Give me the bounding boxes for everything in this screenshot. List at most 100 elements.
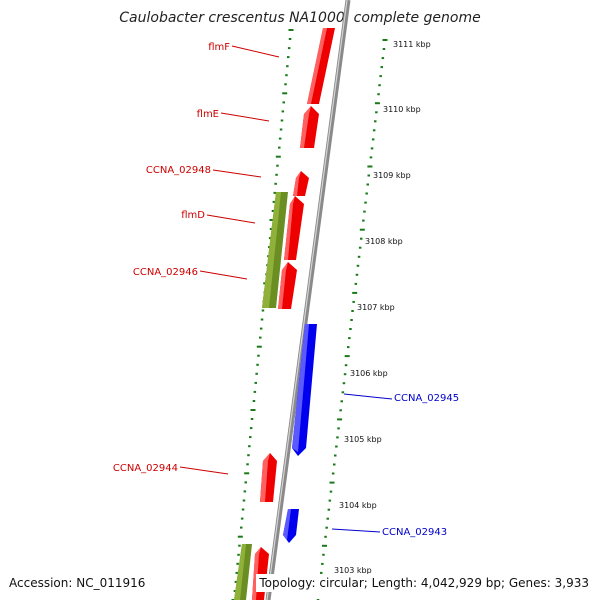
gc-tick-mark: [242, 499, 246, 502]
gc-tick-mark: [348, 337, 351, 340]
gc-tick-mark: [241, 508, 245, 511]
outer-dotted-track: [316, 39, 388, 600]
gc-tick-mark: [354, 282, 358, 285]
gc-tick-mark: [358, 246, 362, 249]
gc-tick-mark: [344, 355, 350, 358]
kbp-tick-labels: 3103 kbp 3104 kbp 3105 kbp 3106 kbp 3107…: [334, 40, 431, 575]
gc-tick-mark: [268, 246, 271, 249]
gene-CCNA_02946[interactable]: [278, 262, 297, 309]
gc-tick-mark: [372, 129, 376, 132]
feature-olive-2: [234, 544, 252, 600]
gc-tick-mark: [244, 481, 247, 484]
gc-tick-mark: [341, 391, 345, 394]
gene-label-CCNA_02944[interactable]: CCNA_02944: [113, 463, 178, 474]
gc-tick-mark: [278, 137, 282, 140]
gc-tick-mark: [349, 328, 352, 330]
gc-tick-mark: [288, 38, 292, 40]
gc-tick-mark: [261, 309, 265, 312]
gc-tick-mark: [278, 146, 281, 149]
gc-tick-mark: [378, 84, 381, 87]
gc-tick-mark: [253, 390, 257, 393]
accession-text: Accession: NC_011916: [6, 574, 149, 592]
gene-flmF[interactable]: [307, 28, 335, 104]
gc-tick-mark: [275, 155, 281, 158]
gc-tick-mark: [234, 580, 238, 583]
genome-summary-text: Topology: circular; Length: 4,042,929 bp…: [256, 574, 592, 592]
gc-tick-mark: [337, 418, 343, 421]
gc-tick-mark: [322, 544, 327, 547]
gc-tick-mark: [325, 526, 328, 529]
gc-tick-mark: [247, 454, 250, 457]
gc-tick-mark: [362, 219, 365, 222]
gc-tick-mark: [249, 436, 252, 439]
gc-tick-mark: [321, 562, 324, 565]
gc-tick-mark: [322, 553, 325, 556]
gc-tick-mark: [377, 93, 380, 96]
gc-tick-mark: [359, 228, 365, 231]
gc-tick-mark: [352, 300, 355, 303]
map-title: Caulobacter crescentus NA1000, complete …: [119, 10, 481, 26]
gc-tick-mark: [288, 29, 294, 31]
gc-tick-mark: [250, 418, 254, 420]
gc-tick-mark: [248, 445, 251, 448]
gene-label-CCNA_02948[interactable]: CCNA_02948: [146, 165, 211, 176]
gc-tick-mark: [328, 499, 332, 502]
gc-tick-mark: [337, 427, 340, 430]
gene-label-flmF[interactable]: flmF: [208, 42, 230, 53]
gc-tick-mark: [320, 571, 323, 574]
gc-tick-mark: [287, 47, 291, 50]
gene-label-CCNA_02945[interactable]: CCNA_02945: [394, 393, 459, 404]
kbp-label: 3111 kbp: [393, 40, 431, 49]
gc-tick-mark: [259, 336, 262, 339]
gc-tick-mark: [246, 463, 249, 466]
gc-tick-mark: [286, 65, 289, 68]
gc-tick-mark: [356, 264, 360, 267]
gc-tick-mark: [269, 228, 273, 230]
gene-label-CCNA_02943[interactable]: CCNA_02943: [382, 527, 447, 538]
gc-tick-mark: [340, 400, 343, 403]
gene-CCNA_02944[interactable]: [260, 453, 277, 502]
gene-CCNA_02948[interactable]: [293, 171, 309, 196]
gene-labels: flmF flmE CCNA_02948 flmD CCNA_02946 CCN…: [113, 42, 459, 538]
gc-tick-mark: [273, 191, 276, 194]
gc-tick-mark: [259, 327, 263, 330]
gc-tick-mark: [240, 517, 244, 520]
gene-CCNA_02943[interactable]: [283, 509, 299, 543]
gc-tick-mark: [350, 319, 353, 321]
gc-tick-mark: [367, 165, 373, 168]
gc-tick-mark: [363, 210, 366, 213]
gc-tick-mark: [250, 409, 256, 411]
gene-label-flmD[interactable]: flmD: [181, 210, 205, 221]
gc-tick-mark: [233, 590, 237, 592]
gc-tick-mark: [374, 102, 380, 105]
gc-tick-mark: [236, 562, 239, 565]
gene-flmD[interactable]: [284, 196, 304, 260]
gc-tick-mark: [380, 66, 383, 69]
gc-tick-mark: [374, 120, 377, 123]
gc-tick-mark: [370, 147, 374, 150]
gc-tick-mark: [326, 517, 329, 520]
gc-tick-mark: [287, 56, 290, 59]
gc-tick-mark: [343, 373, 347, 376]
gc-tick-mark: [367, 174, 370, 177]
gc-tick-mark: [339, 409, 342, 412]
gc-tick-mark: [280, 119, 284, 122]
gc-tick-mark: [237, 553, 240, 556]
gene-flmE[interactable]: [300, 106, 319, 148]
gc-tick-mark: [344, 364, 348, 367]
kbp-label: 3107 kbp: [357, 303, 395, 312]
gc-tick-mark: [282, 92, 288, 95]
gc-tick-mark: [285, 74, 288, 77]
gc-tick-mark: [256, 363, 259, 366]
gene-CCNA_02945[interactable]: [292, 324, 317, 456]
gene-label-flmE[interactable]: flmE: [197, 109, 219, 120]
gc-tick-mark: [327, 508, 331, 511]
gc-tick-mark: [276, 164, 279, 167]
gc-tick-mark: [381, 57, 385, 60]
gene-label-CCNA_02946[interactable]: CCNA_02946: [133, 267, 198, 278]
gc-tick-mark: [364, 201, 367, 204]
kbp-label: 3109 kbp: [373, 171, 411, 180]
gc-tick-mark: [329, 490, 333, 493]
gc-tick-mark: [351, 310, 354, 312]
